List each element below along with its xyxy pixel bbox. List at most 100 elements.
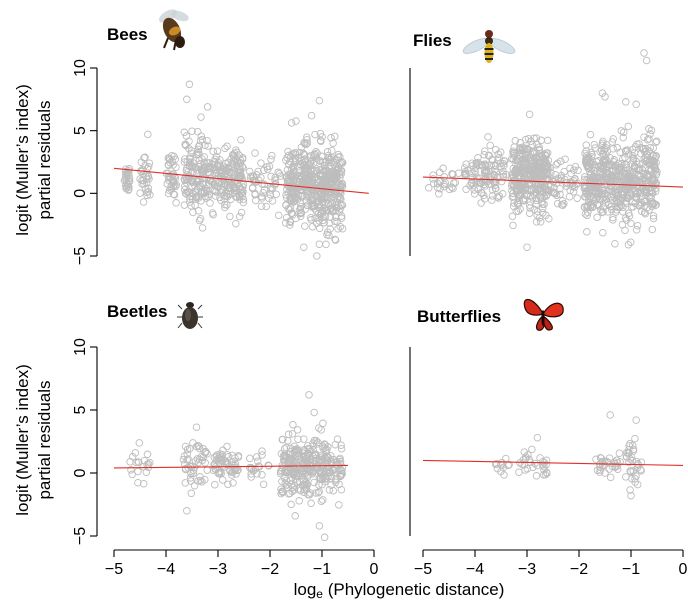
data-point xyxy=(633,227,640,234)
data-point xyxy=(145,131,152,138)
data-point xyxy=(612,240,619,247)
data-point xyxy=(623,99,630,106)
data-point xyxy=(140,199,147,206)
data-point xyxy=(136,440,143,447)
data-point xyxy=(634,222,641,229)
data-point xyxy=(487,142,494,149)
data-point xyxy=(294,427,301,434)
data-point xyxy=(516,469,523,476)
data-point xyxy=(258,203,265,210)
data-point xyxy=(198,114,205,121)
data-point xyxy=(533,473,540,480)
data-point xyxy=(260,481,267,488)
x-axis: −5 −4 −3 −2 −1 0 xyxy=(105,550,379,578)
data-point xyxy=(288,120,295,127)
data-point xyxy=(332,133,339,140)
x-tick-label: −1 xyxy=(313,561,331,578)
data-point xyxy=(290,421,297,428)
points xyxy=(121,81,346,259)
data-point xyxy=(247,455,254,462)
y-tick-label: −5 xyxy=(72,527,89,545)
data-point xyxy=(191,482,198,489)
y-axis: −5 0 5 10 xyxy=(72,338,97,545)
data-point xyxy=(144,451,151,458)
x-axis-label-text: (Phylogenetic distance) xyxy=(323,580,504,599)
x-tick-label: −2 xyxy=(570,561,588,578)
data-point xyxy=(314,253,321,260)
flies-panel xyxy=(410,50,683,256)
data-point xyxy=(628,220,635,227)
data-point xyxy=(437,169,444,176)
panel-title-flies: Flies xyxy=(413,31,452,50)
data-point xyxy=(301,244,308,251)
data-point xyxy=(632,435,639,442)
x-tick-label: −1 xyxy=(622,561,640,578)
data-point xyxy=(204,467,211,474)
data-point xyxy=(196,217,203,224)
data-point xyxy=(233,220,240,227)
x-axis: −5 −4 −3 −2 −1 0 xyxy=(414,550,688,578)
y-axis-label-top: logit (Muller’s index) partial residuals xyxy=(13,84,54,235)
points xyxy=(425,50,660,251)
data-point xyxy=(186,81,193,88)
panel-title-beetles: Beetles xyxy=(107,302,167,321)
data-point xyxy=(288,501,295,508)
points xyxy=(493,412,645,499)
data-point xyxy=(607,474,614,481)
data-point xyxy=(485,134,492,141)
y-axis-label-line1-b: logit (Muller’s index) xyxy=(13,364,32,515)
data-point xyxy=(212,481,219,488)
data-point xyxy=(649,226,656,233)
y-tick-label: 5 xyxy=(72,126,89,135)
data-point xyxy=(478,200,485,207)
data-point xyxy=(292,513,299,520)
data-point xyxy=(321,534,328,541)
data-point xyxy=(534,434,541,441)
data-point xyxy=(227,213,234,220)
data-point xyxy=(316,241,323,248)
data-point xyxy=(184,96,191,103)
x-tick-label: −4 xyxy=(157,561,175,578)
beetles-panel: −50510−5 −4 −3 −2 −1 0 xyxy=(72,338,379,578)
data-point xyxy=(275,212,282,219)
data-point xyxy=(129,471,136,478)
data-point xyxy=(329,147,336,154)
data-point xyxy=(238,209,245,216)
x-tick-label: −2 xyxy=(261,561,279,578)
data-point xyxy=(184,508,191,515)
x-tick-label: −3 xyxy=(209,561,227,578)
data-point xyxy=(238,136,245,143)
data-point xyxy=(633,101,640,108)
data-point xyxy=(199,225,206,232)
data-point xyxy=(625,123,632,130)
y-axis-label-line2: partial residuals xyxy=(35,100,54,219)
data-point xyxy=(283,202,290,209)
data-point xyxy=(302,223,309,230)
x-tick-label: −3 xyxy=(518,561,536,578)
data-point xyxy=(587,131,594,138)
data-point xyxy=(607,412,614,419)
butterflies-panel: −5 −4 −3 −2 −1 0 xyxy=(410,347,688,578)
beetle-icon xyxy=(177,302,203,329)
fly-icon xyxy=(461,30,517,63)
data-point xyxy=(323,241,330,248)
y-tick-label: 10 xyxy=(72,59,89,77)
data-point xyxy=(633,417,640,424)
panel-title-bees: Bees xyxy=(107,25,148,44)
data-point xyxy=(311,409,318,416)
data-point xyxy=(434,184,441,191)
data-point xyxy=(524,244,531,251)
y-tick-label: 0 xyxy=(72,189,89,198)
data-point xyxy=(173,200,180,207)
data-point xyxy=(309,223,316,230)
data-point xyxy=(316,97,323,104)
data-point xyxy=(338,486,345,493)
data-point xyxy=(641,50,648,57)
data-point xyxy=(489,197,496,204)
data-point xyxy=(268,156,275,163)
data-point xyxy=(320,420,327,427)
data-point xyxy=(425,185,432,192)
y-tick-label: −5 xyxy=(72,247,89,265)
data-point xyxy=(285,431,292,438)
y-tick-label: 10 xyxy=(72,338,89,356)
